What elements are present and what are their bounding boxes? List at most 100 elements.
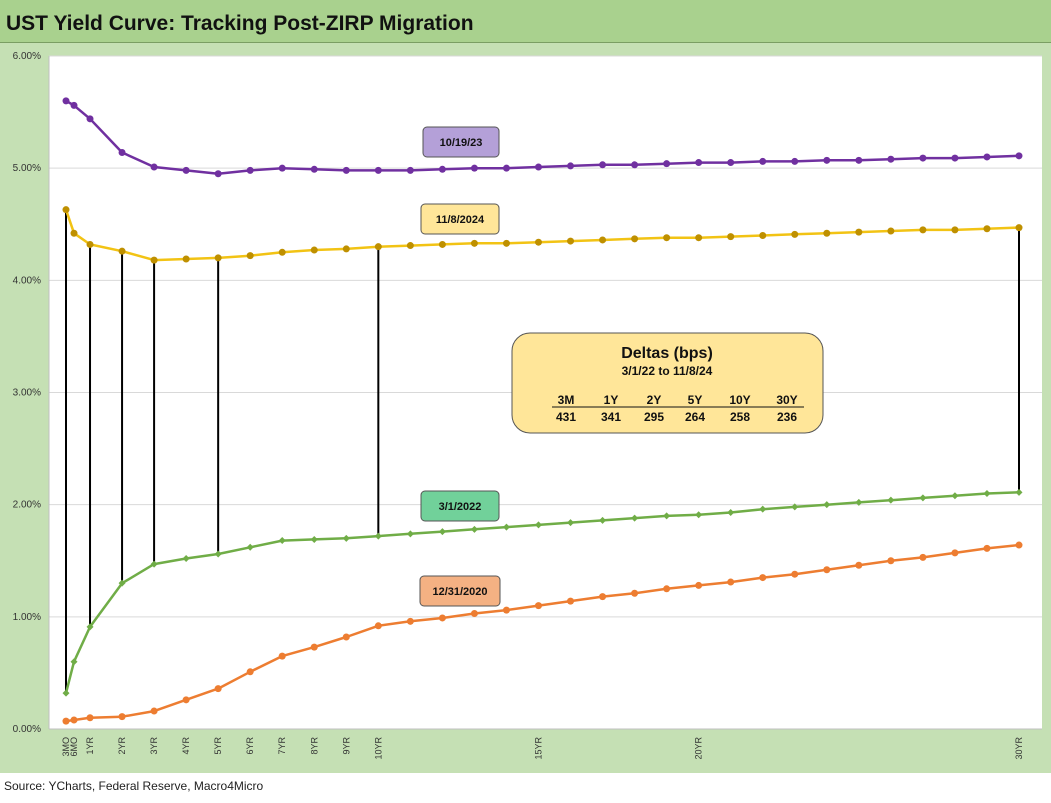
data-point [919,154,927,162]
data-point [1015,152,1023,160]
deltas-box-bg [511,332,824,434]
deltas-header: 1Y [604,393,619,407]
data-point [567,237,575,245]
data-point [983,225,991,233]
x-tick-label: 1YR [85,737,95,755]
x-tick-label: 2YR [117,737,127,755]
deltas-header: 10Y [729,393,750,407]
x-tick-label: 6YR [245,737,255,755]
y-tick-label: 4.00% [13,275,41,286]
data-point [919,553,927,561]
data-point [374,532,382,540]
data-point [182,696,190,704]
data-point [502,606,510,614]
data-point [727,233,735,241]
deltas-header: 3M [558,393,575,407]
data-point [278,164,286,172]
data-point [438,165,446,173]
data-point [310,246,318,254]
data-point [214,550,222,558]
y-tick-label: 3.00% [13,388,41,399]
data-point [534,521,542,529]
deltas-value: 264 [685,410,705,424]
data-point [374,166,382,174]
data-point [887,227,895,235]
data-point [727,509,735,517]
data-point [951,549,959,557]
data-point [62,689,70,697]
data-point [86,240,94,248]
data-point [374,622,382,630]
data-point [310,643,318,651]
data-point [695,581,703,589]
x-tick-label: 3YR [149,737,159,755]
deltas-header: 30Y [776,393,797,407]
x-tick-label: 20YR [694,737,704,760]
data-point [695,511,703,519]
data-point [887,155,895,163]
data-point [214,685,222,693]
x-tick-label: 6MO [69,737,79,757]
data-point [70,658,78,666]
data-point [855,498,863,506]
data-point [502,164,510,172]
series-line [65,543,1020,723]
data-point [62,206,70,214]
x-tick-label: 4YR [181,737,191,755]
data-point [406,242,414,250]
data-point [118,579,126,587]
data-point [567,597,575,605]
data-point [759,574,767,582]
data-point [599,236,607,244]
data-point [695,234,703,242]
data-point [663,585,671,593]
data-point [631,514,639,522]
data-point [70,716,78,724]
data-point [823,501,831,509]
data-point [791,570,799,578]
x-tick-label: 7YR [277,737,287,755]
y-tick-label: 2.00% [13,500,41,511]
data-point [887,557,895,565]
data-point [663,234,671,242]
data-point [502,239,510,247]
x-tick-label: 5YR [213,737,223,755]
data-point [791,230,799,238]
data-point [919,226,927,234]
data-point [86,115,94,123]
data-point [246,252,254,260]
page-title: UST Yield Curve: Tracking Post-ZIRP Migr… [6,12,474,35]
data-point [438,528,446,536]
series-group [62,97,1023,725]
data-point [567,162,575,170]
deltas-title: Deltas (bps) [621,345,713,362]
series-label-box [419,575,501,607]
data-point [759,157,767,165]
data-point [631,161,639,169]
data-point [70,101,78,109]
data-point [951,154,959,162]
deltas-value: 341 [601,410,621,424]
yield-curve-chart: 0.00%1.00%2.00%3.00%4.00%5.00%6.00% 3MO6… [13,51,1042,760]
data-point [823,229,831,237]
title-bar: UST Yield Curve: Tracking Post-ZIRP Migr… [0,0,1051,43]
data-point [631,589,639,597]
deltas-header: 5Y [688,393,703,407]
data-point [695,159,703,167]
data-point [86,623,94,631]
data-point [62,97,70,105]
data-point [759,505,767,513]
data-point [342,534,350,542]
series-line [65,99,1020,176]
data-point [919,494,927,502]
data-point [342,166,350,174]
data-point [1015,488,1023,496]
data-point [342,633,350,641]
deltas-box: Deltas (bps) 3/1/22 to 11/8/24 3M 431 1Y 341 2… [511,332,824,434]
x-tick-label: 3MO [61,737,71,757]
data-point [887,496,895,504]
data-point [438,614,446,622]
deltas-value: 295 [644,410,664,424]
data-point [86,714,94,722]
